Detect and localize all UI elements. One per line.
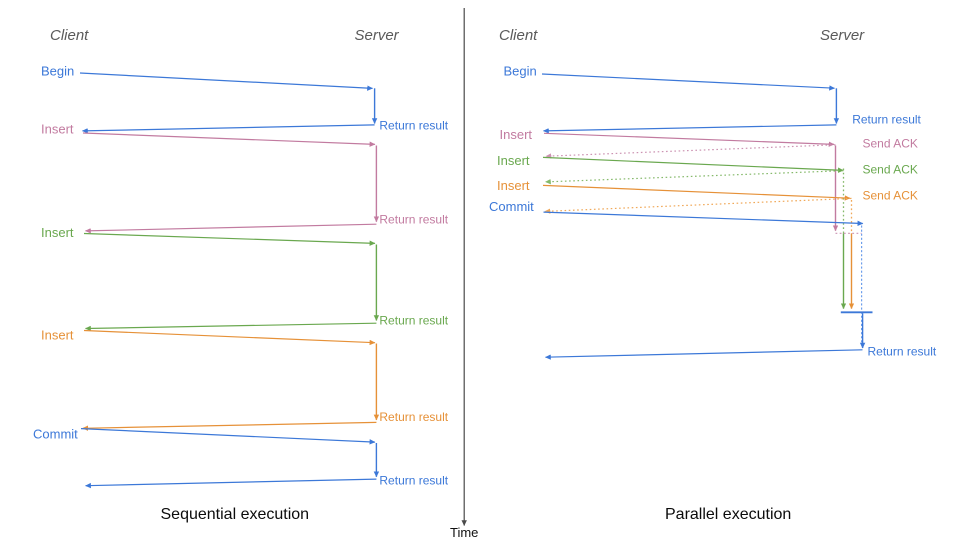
svg-text:Insert: Insert [500,127,533,142]
svg-text:Begin: Begin [41,63,74,78]
svg-text:Return result: Return result [379,119,448,133]
svg-text:Parallel execution: Parallel execution [665,506,791,523]
svg-text:Return result: Return result [868,344,937,358]
svg-text:Send ACK: Send ACK [863,163,918,177]
svg-text:Client: Client [50,27,89,44]
svg-text:Begin: Begin [504,63,537,78]
svg-text:Sequential execution: Sequential execution [161,506,310,523]
svg-text:Insert: Insert [41,328,74,343]
svg-text:Insert: Insert [41,122,74,137]
svg-text:Server: Server [355,27,400,44]
svg-text:Return result: Return result [379,313,448,327]
svg-text:Insert: Insert [497,178,530,193]
svg-text:Server: Server [820,27,865,44]
svg-text:Send ACK: Send ACK [863,189,918,203]
svg-text:Client: Client [499,27,538,44]
svg-text:Return result: Return result [379,473,448,487]
svg-text:Commit: Commit [33,426,78,441]
svg-text:Return result: Return result [852,113,921,127]
svg-text:Send ACK: Send ACK [863,137,918,151]
svg-text:Time: Time [450,525,478,540]
svg-text:Commit: Commit [489,199,534,214]
svg-text:Insert: Insert [41,225,74,240]
svg-text:Return result: Return result [379,410,448,424]
svg-text:Return result: Return result [379,212,448,226]
svg-text:Insert: Insert [497,153,530,168]
